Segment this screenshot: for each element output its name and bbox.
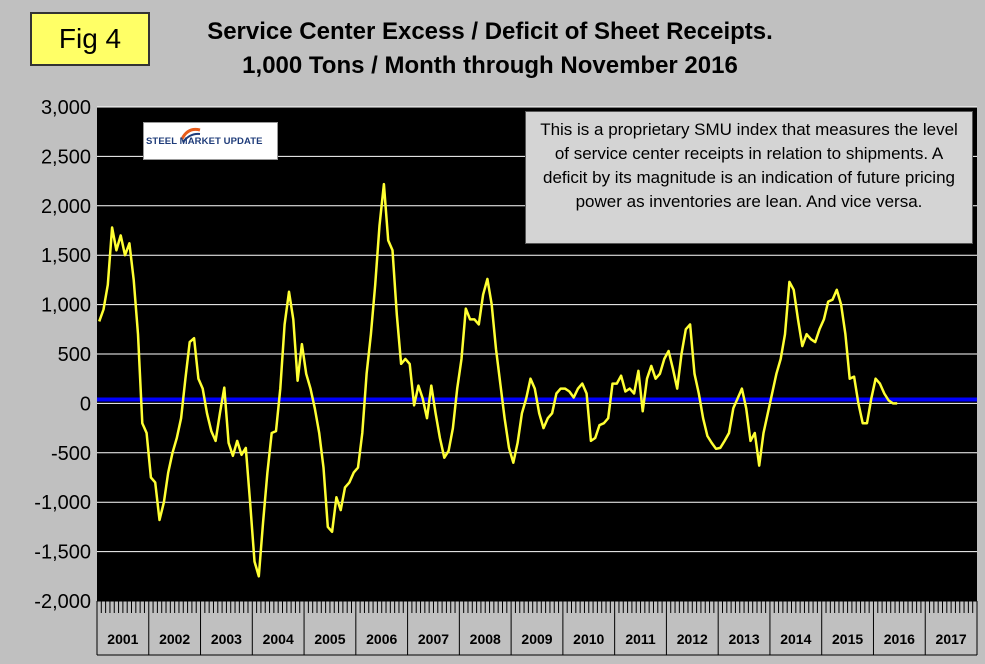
- y-tick-label: 0: [80, 393, 91, 415]
- logo-text: STEEL MARKET UPDATE: [146, 136, 263, 147]
- y-tick-label: -1,500: [34, 542, 91, 564]
- x-tick-label: 2006: [366, 631, 397, 647]
- x-tick-label: 2005: [314, 631, 345, 647]
- y-tick-label: 2,000: [41, 196, 91, 218]
- x-tick-label: 2013: [728, 631, 759, 647]
- x-tick-label: 2015: [832, 631, 863, 647]
- x-tick-label: 2008: [470, 631, 501, 647]
- x-tick-label: 2012: [677, 631, 708, 647]
- x-tick-label: 2002: [159, 631, 190, 647]
- series-line: [98, 182, 898, 578]
- x-tick-label: 2011: [625, 631, 656, 647]
- x-tick-label: 2014: [780, 631, 811, 647]
- x-tick-label: 2001: [107, 631, 138, 647]
- y-tick-label: -500: [51, 443, 91, 465]
- x-tick-label: 2004: [263, 631, 294, 647]
- y-tick-label: -2,000: [34, 591, 91, 613]
- x-tick-label: 2003: [211, 631, 242, 647]
- y-tick-label: 3,000: [41, 97, 91, 119]
- logo-swoosh-icon: [180, 127, 201, 143]
- y-tick-label: -1,000: [34, 492, 91, 514]
- steel-market-update-logo: STEEL MARKET UPDATE: [143, 122, 278, 160]
- x-tick-label: 2016: [884, 631, 915, 647]
- chart-title-line-1: Service Center Excess / Deficit of Sheet…: [207, 18, 773, 45]
- x-tick-label: 2007: [418, 631, 449, 647]
- y-tick-label: 500: [58, 344, 91, 366]
- x-tick-label: 2010: [573, 631, 604, 647]
- y-axis-ticks: 3,000 2,500 2,000 1,500 1,000 500 0 -500 -1,000 -…: [34, 97, 91, 613]
- y-tick-label: 2,500: [41, 146, 91, 168]
- figure-label: Fig 4: [30, 12, 150, 66]
- x-tick-label: 2017: [936, 631, 967, 647]
- y-tick-label: 1,000: [41, 295, 91, 317]
- chart-title-line-2: 1,000 Tons / Month through November 2016: [242, 52, 738, 79]
- x-axis: 2001 2002 2003 2004 2005 2006 2007 2008 2009 2010…: [96, 600, 978, 656]
- x-tick-label: 2009: [521, 631, 552, 647]
- y-tick-label: 1,500: [41, 245, 91, 267]
- series-layer: [98, 182, 898, 578]
- annotation-box: This is a proprietary SMU index that mea…: [525, 111, 973, 244]
